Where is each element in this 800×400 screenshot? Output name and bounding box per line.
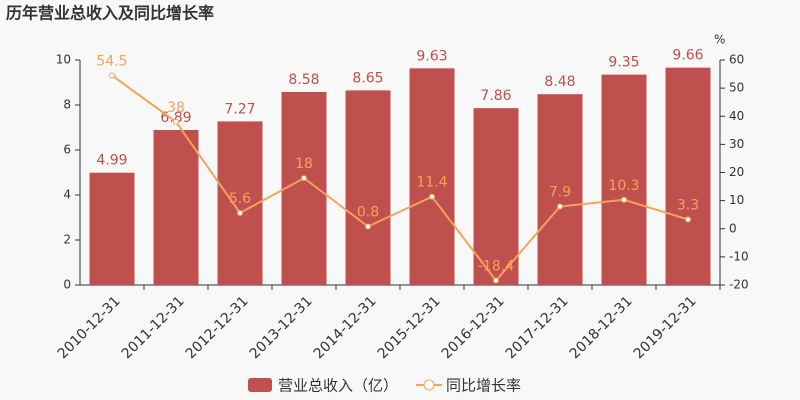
bar [537,94,583,285]
y2-tick-label: 10 [729,193,744,207]
line-value-label: 18 [295,156,313,172]
line-value-label: -18.4 [478,259,514,275]
bar [601,74,647,285]
legend-label: 营业总收入（亿） [278,377,398,395]
bar-value-label: 7.27 [224,101,255,117]
bar-value-label: 6.89 [160,110,191,126]
y2-tick-label: 20 [729,165,744,179]
bar-value-label: 9.66 [672,48,703,64]
line-point [621,196,627,203]
bar [153,129,199,285]
line-point [109,72,115,79]
y2-axis-label: % [714,33,725,47]
y-tick-label: 8 [63,98,71,112]
line-point [173,118,179,125]
line-value-label: 3.3 [677,197,699,213]
y2-tick-label: 0 [729,221,737,235]
y-tick-label: 2 [63,233,71,247]
bar-value-label: 8.58 [288,72,319,88]
y-tick-label: 6 [63,143,71,157]
bar-value-label: 4.99 [96,153,127,169]
legend-label: 同比增长率 [446,377,521,395]
line-point [237,210,243,216]
line-point [493,277,499,284]
chart-title: 历年营业总收入及同比增长率 [6,4,214,23]
y2-tick-label: 40 [729,109,744,123]
bar-value-label: 9.35 [608,55,639,71]
y2-tick-label: 50 [729,81,744,95]
legend-swatch [248,378,272,392]
line-value-label: 10.3 [608,178,639,194]
line-point [429,193,435,200]
y-tick-label: 0 [63,278,71,292]
bar [281,91,327,285]
line-value-label: 0.8 [357,205,379,221]
line-point [301,175,307,182]
bar [473,108,519,286]
y2-tick-label: 30 [729,137,744,151]
line-value-label: 5.6 [229,191,251,207]
bar-value-label: 9.63 [416,48,447,64]
y-tick-label: 4 [63,188,71,202]
line-value-label: 11.4 [416,175,447,191]
bar [345,90,391,285]
y2-tick-label: 60 [729,53,744,67]
bar-value-label: 7.86 [480,88,511,104]
bar [217,121,263,285]
y-tick-label: 10 [56,53,71,67]
bar [665,67,711,286]
line-value-label: 54.5 [96,53,127,69]
line-value-label: 7.9 [549,185,571,201]
bar-value-label: 8.48 [544,74,575,90]
legend-swatch-point [423,379,435,391]
y2-tick-label: -10 [729,249,749,263]
line-point [685,216,691,223]
line-value-label: 38 [167,100,185,116]
line-point [557,203,563,210]
y2-tick-label: -20 [729,278,749,292]
growth-line [111,74,689,283]
bar-value-label: 8.65 [352,70,383,86]
bar [409,68,455,285]
line-point [365,223,371,230]
bar [89,172,135,285]
